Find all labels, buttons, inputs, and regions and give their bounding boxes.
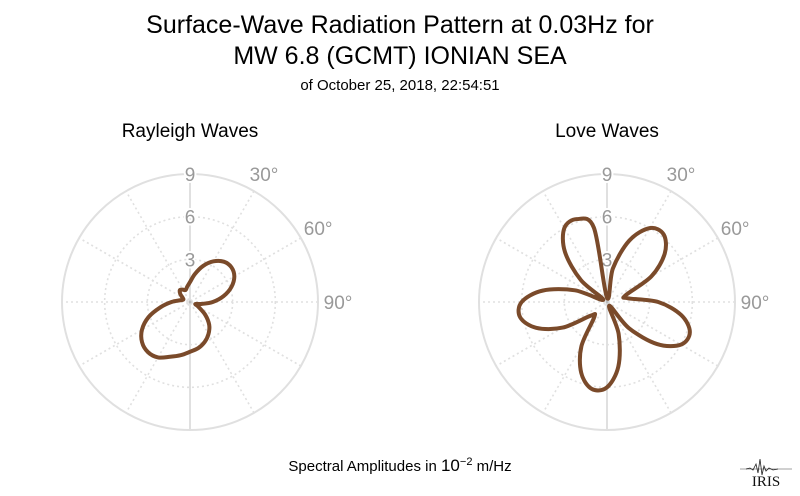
rayleigh-r-tick-label: 6 (185, 208, 196, 229)
units-base: 10 (440, 456, 460, 475)
chart-title-line-1: Surface-Wave Radiation Pattern at 0.03Hz… (146, 11, 654, 39)
iris-logo-text: IRIS (752, 474, 780, 489)
rayleigh-angle-tick-label: 90° (324, 293, 353, 314)
love-center-dot (605, 300, 609, 304)
rayleigh-r-tick-label: 9 (185, 165, 196, 186)
rayleigh-r-tick-label: 3 (185, 250, 196, 271)
units-suffix: m/Hz (472, 458, 512, 475)
chart-subtitle: of October 25, 2018, 22:54:51 (300, 77, 500, 94)
chart-title-line-2: MW 6.8 (GCMT) IONIAN SEA (233, 42, 567, 70)
iris-seismogram-logo: IRIS (740, 458, 792, 489)
units-exponent: −2 (459, 456, 473, 468)
love-radiation-curve (516, 216, 692, 393)
love-angle-tick-label: 60° (721, 219, 750, 240)
rayleigh-angle-tick-label: 30° (250, 165, 279, 186)
rayleigh-center-dot (188, 300, 192, 304)
love-r-tick-label: 6 (602, 208, 613, 229)
love-chart-title: Love Waves (555, 121, 659, 142)
love-angle-tick-label: 30° (667, 165, 696, 186)
rayleigh-radiation-curve (139, 258, 237, 360)
amplitude-units-label: Spectral Amplitudes in 10−2 m/Hz (0, 455, 800, 478)
units-prefix: Spectral Amplitudes in (288, 458, 441, 475)
rayleigh-angle-tick-label: 60° (304, 219, 333, 240)
rayleigh-chart-title: Rayleigh Waves (122, 121, 259, 142)
love-angle-tick-label: 90° (741, 293, 770, 314)
love-r-tick-label: 9 (602, 165, 613, 186)
